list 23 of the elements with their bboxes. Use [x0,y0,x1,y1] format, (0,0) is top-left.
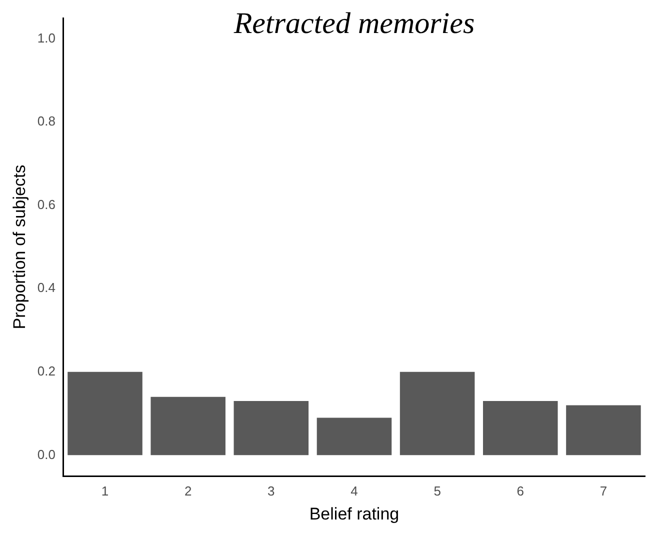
x-axis-title: Belief rating [309,504,400,524]
y-tick-label: 0.8 [37,114,56,129]
x-tick-label: 6 [516,483,524,498]
y-tick-label: 0.0 [37,446,56,462]
bar [566,405,641,456]
y-tick-label: 0.6 [37,196,56,212]
bar [234,401,309,456]
x-tick-label: 3 [268,483,275,498]
x-tick-label: 2 [184,483,192,498]
x-tick-label: 5 [434,483,441,498]
bar [316,418,392,456]
y-tick-label: 0.4 [37,280,56,296]
bar [68,372,142,456]
y-tick-label: 0.2 [37,363,56,378]
x-tick-label: 4 [350,483,358,498]
x-tick-label: 7 [600,483,608,498]
y-tick-label: 1.0 [37,30,56,46]
y-axis-title: Proportion of subjects [10,164,29,330]
chart-title: Retracted memories [232,6,475,40]
bar [483,401,558,456]
bar [400,372,475,456]
bar [150,396,226,456]
x-tick-label: 1 [101,483,109,498]
